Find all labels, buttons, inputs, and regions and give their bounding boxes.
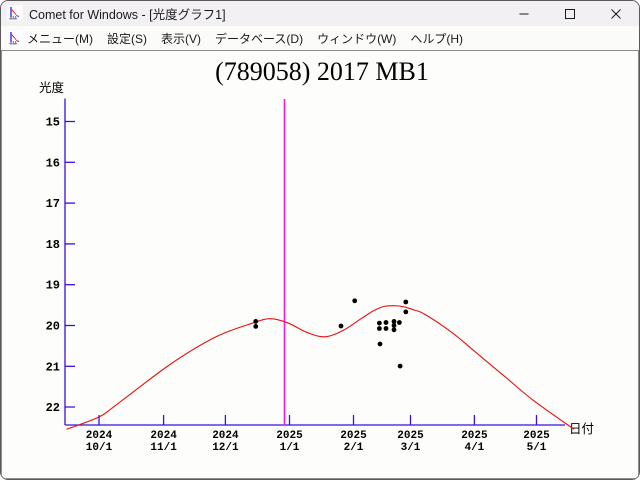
- svg-text:11/1: 11/1: [150, 442, 177, 454]
- svg-text:19: 19: [46, 279, 60, 293]
- svg-text:18: 18: [46, 238, 60, 252]
- svg-text:2025: 2025: [461, 430, 488, 442]
- svg-text:2025: 2025: [397, 430, 424, 442]
- svg-text:20: 20: [46, 320, 60, 334]
- svg-text:22: 22: [46, 401, 60, 415]
- svg-text:16: 16: [46, 156, 60, 170]
- svg-text:2024: 2024: [212, 430, 239, 442]
- svg-text:17: 17: [46, 197, 60, 211]
- svg-text:3/1: 3/1: [401, 442, 421, 454]
- svg-text:2025: 2025: [276, 430, 303, 442]
- svg-text:2024: 2024: [86, 430, 113, 442]
- svg-text:光度: 光度: [39, 80, 65, 95]
- svg-text:2025: 2025: [523, 430, 550, 442]
- svg-text:21: 21: [46, 360, 60, 374]
- svg-text:2/1: 2/1: [344, 442, 364, 454]
- svg-text:10/1: 10/1: [86, 442, 113, 454]
- svg-text:5/1: 5/1: [527, 442, 547, 454]
- svg-text:2025: 2025: [340, 430, 367, 442]
- svg-text:12/1: 12/1: [212, 442, 239, 454]
- svg-text:1/1: 1/1: [280, 442, 300, 454]
- svg-text:2024: 2024: [150, 430, 177, 442]
- svg-text:4/1: 4/1: [464, 442, 484, 454]
- svg-text:15: 15: [46, 116, 60, 130]
